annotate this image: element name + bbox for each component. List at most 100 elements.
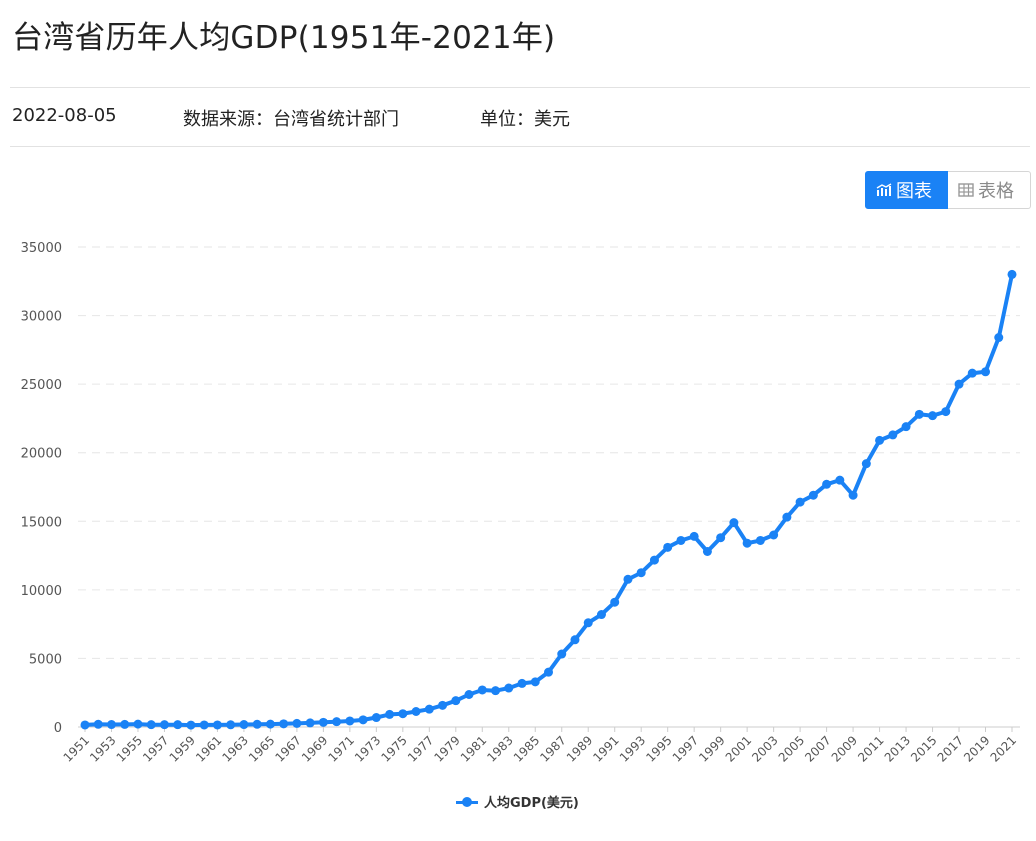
divider-meta bbox=[10, 146, 1030, 147]
data-point bbox=[557, 649, 567, 659]
x-tick-label: 1961 bbox=[193, 733, 224, 764]
data-point bbox=[795, 497, 805, 507]
data-point bbox=[146, 720, 156, 730]
x-tick-label: 2005 bbox=[776, 733, 807, 764]
data-point bbox=[477, 685, 487, 695]
data-source: 数据来源：台湾省统计部门 bbox=[183, 105, 399, 131]
data-point bbox=[120, 719, 130, 729]
data-point bbox=[914, 409, 924, 419]
x-tick-label: 1971 bbox=[325, 733, 356, 764]
data-point bbox=[398, 709, 408, 719]
x-tick-label: 2021 bbox=[988, 733, 1019, 764]
x-tick-label: 1981 bbox=[458, 733, 489, 764]
publish-date: 2022-08-05 bbox=[12, 105, 117, 126]
gdp-line-chart: 0 5000 10000 15000 20000 25000 30000 35000 1951… bbox=[21, 241, 1020, 765]
data-point bbox=[570, 635, 580, 645]
data-point bbox=[596, 610, 606, 620]
data-point bbox=[292, 718, 302, 728]
data-point bbox=[689, 531, 699, 541]
unit-value: 美元 bbox=[534, 109, 570, 130]
data-point bbox=[610, 597, 620, 607]
data-point bbox=[875, 435, 885, 445]
x-tick-label: 1999 bbox=[696, 733, 727, 764]
x-tick-label: 1983 bbox=[484, 733, 515, 764]
x-tick-label: 1955 bbox=[114, 733, 145, 764]
data-point bbox=[464, 689, 474, 699]
y-tick-label: 10000 bbox=[21, 584, 62, 599]
data-point bbox=[133, 719, 143, 729]
x-tick-label: 1977 bbox=[405, 733, 436, 764]
legend-label: 人均GDP(美元) bbox=[484, 796, 579, 811]
data-point bbox=[861, 459, 871, 469]
x-tick-label: 2019 bbox=[961, 733, 992, 764]
table-icon bbox=[958, 183, 974, 197]
data-point bbox=[822, 479, 832, 489]
unit-info: 单位：美元 bbox=[480, 105, 570, 131]
data-point bbox=[941, 407, 951, 417]
data-point bbox=[848, 490, 858, 500]
y-tick-label: 35000 bbox=[21, 241, 62, 256]
data-point bbox=[1007, 269, 1017, 279]
x-tick-label: 1953 bbox=[87, 733, 118, 764]
chart-view-button[interactable]: 图表 bbox=[865, 171, 948, 209]
table-view-button[interactable]: 表格 bbox=[948, 171, 1031, 209]
data-point bbox=[755, 535, 765, 545]
x-tick-label: 1997 bbox=[670, 733, 701, 764]
x-tick-label: 2001 bbox=[723, 733, 754, 764]
data-point bbox=[835, 475, 845, 485]
x-tick-label: 1991 bbox=[590, 733, 621, 764]
x-tick-label: 1993 bbox=[617, 733, 648, 764]
chart-view-label: 图表 bbox=[896, 181, 932, 202]
data-point bbox=[93, 719, 103, 729]
data-point bbox=[199, 720, 209, 730]
legend[interactable]: 人均GDP(美元) bbox=[456, 792, 579, 811]
data-point bbox=[411, 707, 421, 717]
x-tick-label: 1985 bbox=[511, 733, 542, 764]
x-tick-label: 1989 bbox=[564, 733, 595, 764]
data-point bbox=[358, 715, 368, 725]
data-point bbox=[318, 717, 328, 727]
x-tick-label: 2015 bbox=[908, 733, 939, 764]
data-point bbox=[226, 720, 236, 730]
data-point bbox=[702, 546, 712, 556]
x-tick-label: 2003 bbox=[749, 733, 780, 764]
data-point bbox=[173, 720, 183, 730]
x-tick-label: 1987 bbox=[537, 733, 568, 764]
divider-top bbox=[10, 87, 1030, 88]
y-tick-label: 25000 bbox=[21, 378, 62, 393]
x-tick-label: 1951 bbox=[61, 733, 92, 764]
x-axis-ticks: 1951195319551957195919611963196519671969… bbox=[61, 727, 1019, 765]
data-point bbox=[438, 700, 448, 710]
data-point bbox=[239, 720, 249, 730]
view-toggle: 图表 表格 bbox=[865, 171, 1031, 209]
unit-label: 单位： bbox=[480, 109, 534, 130]
grid-lines bbox=[78, 246, 1020, 659]
series-line bbox=[84, 273, 1014, 728]
data-point bbox=[212, 720, 222, 730]
data-point bbox=[676, 535, 686, 545]
x-tick-label: 1967 bbox=[273, 733, 304, 764]
x-tick-label: 1975 bbox=[378, 733, 409, 764]
y-axis-ticks: 0 5000 10000 15000 20000 25000 30000 35000 bbox=[21, 241, 62, 736]
data-point bbox=[491, 686, 501, 696]
data-point bbox=[928, 411, 938, 421]
data-point bbox=[967, 368, 977, 378]
series-points bbox=[80, 269, 1017, 730]
data-point bbox=[252, 719, 262, 729]
data-point bbox=[424, 704, 434, 714]
data-point bbox=[159, 720, 169, 730]
data-point bbox=[544, 667, 553, 677]
x-tick-label: 2007 bbox=[802, 733, 833, 764]
data-point bbox=[888, 430, 898, 440]
y-tick-label: 20000 bbox=[21, 447, 62, 462]
x-tick-label: 1963 bbox=[220, 733, 251, 764]
x-tick-label: 1957 bbox=[140, 733, 171, 764]
data-point bbox=[279, 719, 289, 729]
data-point bbox=[649, 555, 659, 565]
table-view-label: 表格 bbox=[978, 181, 1014, 202]
y-tick-label: 0 bbox=[54, 721, 62, 736]
x-tick-label: 2011 bbox=[855, 733, 886, 764]
y-tick-label: 15000 bbox=[21, 515, 62, 530]
data-point bbox=[186, 720, 196, 730]
chart-icon bbox=[876, 183, 892, 196]
